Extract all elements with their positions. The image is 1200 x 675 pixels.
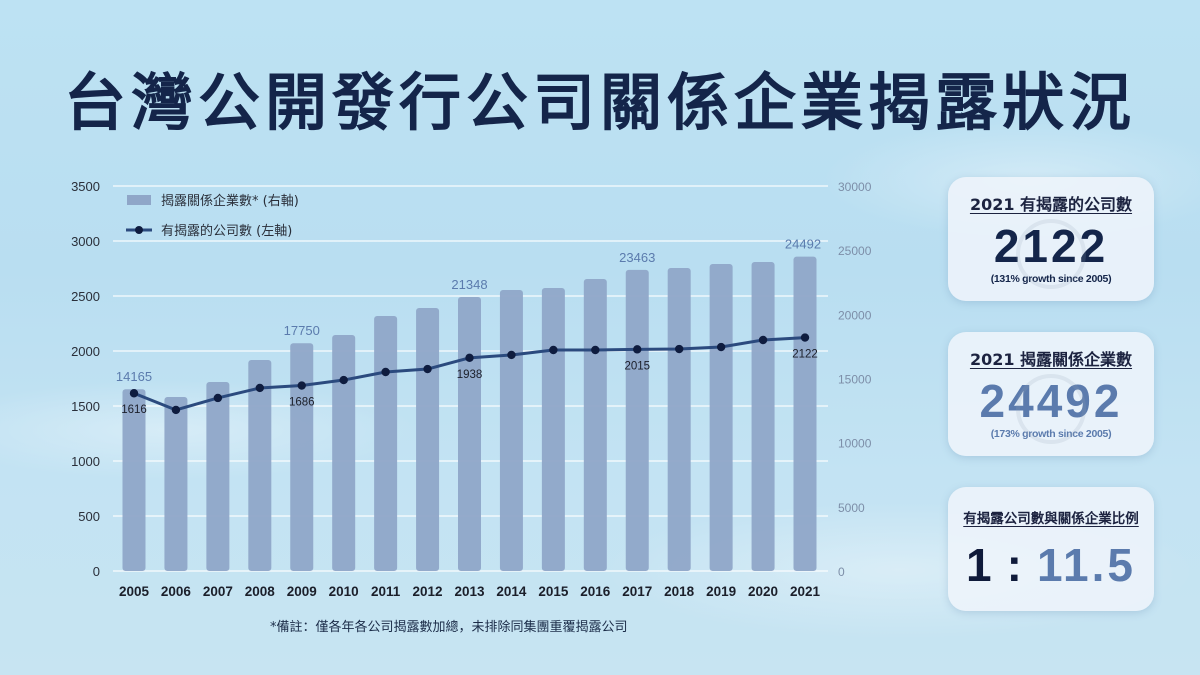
- line-marker: [255, 383, 265, 393]
- kpi-card-affiliates: 2021 揭露關係企業數 24492 (173% growth since 20…: [948, 332, 1154, 456]
- bar-2006: [164, 396, 188, 571]
- line-marker: [213, 393, 223, 403]
- bar-data-label: 21348: [451, 277, 487, 292]
- line-data-label: 2015: [624, 360, 650, 372]
- line-marker: [800, 333, 810, 342]
- right-axis-tick: 5000: [838, 501, 865, 515]
- line-marker: [297, 381, 306, 390]
- bar-2014: [499, 289, 523, 571]
- x-axis-label: 2020: [748, 584, 778, 599]
- line-marker: [423, 364, 432, 374]
- bar-2016: [583, 279, 607, 571]
- bar-2007: [206, 381, 230, 571]
- legend-line-label: 有揭露的公司數 (左軸): [161, 223, 292, 239]
- x-axis-label: 2016: [580, 584, 611, 599]
- x-axis-label: 2009: [287, 584, 317, 599]
- left-axis-tick: 1000: [71, 454, 100, 469]
- x-axis-label: 2018: [664, 584, 695, 599]
- left-axis-tick: 500: [78, 509, 100, 524]
- bar-2012: [416, 308, 440, 571]
- line-marker: [549, 345, 558, 355]
- line-marker: [758, 335, 768, 345]
- line-marker: [633, 345, 642, 354]
- x-axis-label: 2021: [790, 584, 821, 599]
- x-axis-label: 2015: [538, 584, 569, 599]
- line-marker: [507, 350, 516, 360]
- ratio-value: 1:11.5: [948, 537, 1154, 593]
- line-data-label: 1616: [121, 404, 147, 416]
- bar-2021: [793, 256, 817, 571]
- bar-2017: [625, 269, 649, 571]
- left-axis-tick: 0: [93, 564, 100, 579]
- left-axis-tick: 2000: [71, 344, 100, 359]
- kpi-card-ratio: 有揭露公司數與關係企業比例 1:11.5: [948, 487, 1154, 611]
- right-axis-tick: 0: [838, 565, 845, 579]
- x-axis-label: 2010: [329, 584, 359, 599]
- x-axis-label: 2012: [413, 584, 443, 599]
- line-marker: [716, 342, 726, 352]
- page-title: 台灣公開發行公司關係企業揭露狀況: [63, 66, 1136, 139]
- bar-2019: [709, 264, 733, 571]
- legend-bar-label: 揭露關係企業數* (右軸): [161, 193, 299, 209]
- line-marker: [129, 389, 139, 398]
- left-axis-tick: 3000: [71, 234, 100, 249]
- x-axis-label: 2008: [245, 584, 276, 599]
- line-marker: [674, 344, 684, 354]
- right-axis-tick: 20000: [838, 308, 872, 322]
- kpi-value: 2122: [993, 220, 1109, 272]
- bar-data-label: 23463: [619, 250, 655, 265]
- x-axis-label: 2013: [454, 584, 485, 599]
- bar-2008: [248, 360, 272, 571]
- kpi-title: 2021 有揭露的公司數: [969, 195, 1133, 214]
- kpi-title: 2021 揭露關係企業數: [969, 350, 1133, 369]
- x-axis-label: 2017: [622, 584, 652, 599]
- footnote: *備註：僅各年各公司揭露數加總，未排除同集團重覆揭露公司: [270, 620, 628, 635]
- right-axis-tick: 15000: [838, 373, 872, 387]
- kpi-growth: (131% growth since 2005): [990, 273, 1112, 285]
- bar-data-label: 17750: [284, 323, 320, 338]
- combo-chart: 0 500 1000 1500 2000 2500 3000 3500 0 5000 10000 15…: [71, 179, 872, 599]
- line-marker: [171, 405, 181, 415]
- left-axis-tick: 3500: [71, 179, 100, 194]
- bar-2018: [667, 268, 691, 571]
- ratio-left: 1: [966, 539, 995, 591]
- left-axis-tick: 1500: [71, 399, 100, 414]
- line-marker: [381, 367, 390, 377]
- line-marker: [339, 375, 348, 385]
- x-axis-label: 2011: [371, 584, 401, 599]
- x-axis-label: 2007: [203, 584, 233, 599]
- line-data-label: 1686: [289, 397, 315, 409]
- kpi-title: 有揭露公司數與關係企業比例: [963, 511, 1139, 527]
- kpi-value: 24492: [979, 375, 1123, 427]
- ratio-separator: :: [1006, 539, 1025, 591]
- line-marker: [465, 353, 474, 363]
- bar-2011: [374, 316, 398, 571]
- bar-2009: [290, 343, 314, 571]
- bar-2005: [122, 389, 146, 571]
- bar-2015: [541, 288, 565, 571]
- kpi-card-companies: 2021 有揭露的公司數 2122 (131% growth since 200…: [948, 177, 1154, 301]
- ratio-right: 11.5: [1036, 539, 1136, 591]
- legend-bar-swatch: [127, 195, 151, 205]
- right-axis-tick: 30000: [838, 180, 872, 194]
- x-axis-label: 2019: [706, 584, 736, 599]
- x-axis-label: 2014: [496, 584, 527, 599]
- right-axis-tick: 25000: [838, 244, 872, 258]
- bar-2010: [332, 334, 356, 571]
- legend-line-marker: [135, 226, 143, 234]
- line-data-label: 1938: [457, 369, 483, 381]
- bar-data-label: 14165: [116, 369, 152, 384]
- right-axis-tick: 10000: [838, 437, 872, 451]
- bar-data-label: 24492: [785, 237, 821, 252]
- chart-svg: 0 500 1000 1500 2000 2500 3000 3500 0 5000 10000 15…: [71, 179, 872, 599]
- line-data-label: 2122: [792, 349, 818, 361]
- line-marker: [591, 345, 600, 355]
- x-axis-label: 2006: [161, 584, 192, 599]
- left-axis-tick: 2500: [71, 289, 100, 304]
- kpi-growth: (173% growth since 2005): [990, 428, 1112, 440]
- bar-2020: [751, 261, 775, 571]
- x-axis-label: 2005: [119, 584, 150, 599]
- bar-2013: [458, 297, 481, 571]
